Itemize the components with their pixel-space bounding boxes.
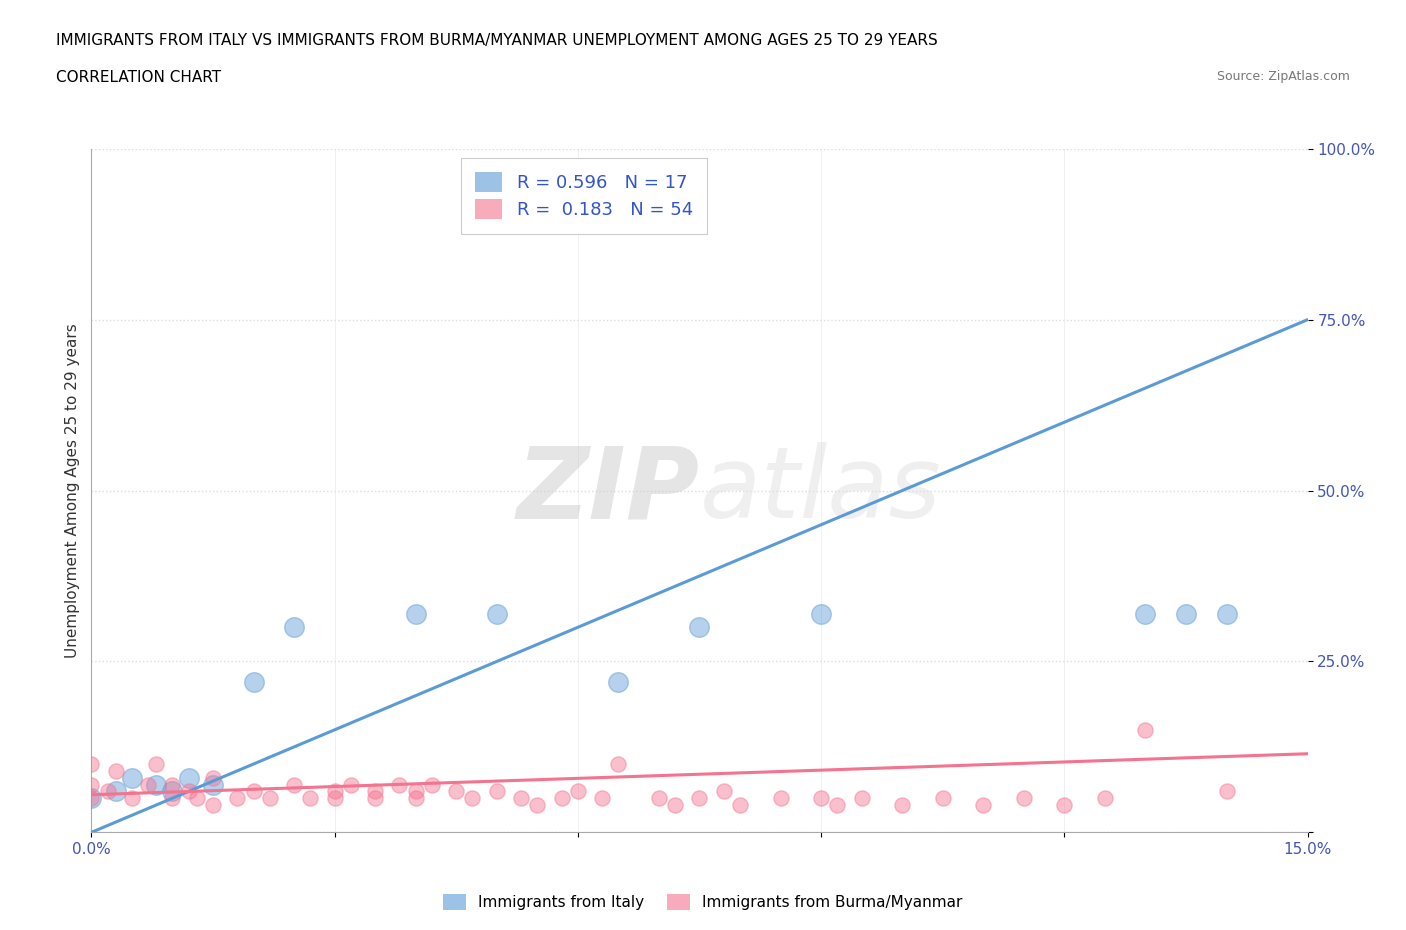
Point [364, 790, 387, 805]
Point [104, 764, 127, 778]
Point [177, 784, 200, 799]
Point [648, 790, 671, 805]
Point [664, 798, 686, 813]
Point [1215, 606, 1237, 621]
Point [567, 784, 589, 799]
Point [810, 606, 832, 621]
Legend: R = 0.596   N = 17, R =  0.183   N = 54: R = 0.596 N = 17, R = 0.183 N = 54 [461, 158, 707, 233]
Point [891, 798, 914, 813]
Point [1215, 784, 1237, 799]
Point [177, 770, 200, 785]
Point [1175, 606, 1198, 621]
Point [1135, 606, 1157, 621]
Point [461, 790, 484, 805]
Point [444, 784, 467, 799]
Point [121, 790, 143, 805]
Y-axis label: Unemployment Among Ages 25 to 29 years: Unemployment Among Ages 25 to 29 years [65, 324, 80, 658]
Point [202, 770, 225, 785]
Point [364, 784, 387, 799]
Point [340, 777, 363, 792]
Point [283, 620, 305, 635]
Point [591, 790, 613, 805]
Point [485, 606, 508, 621]
Point [136, 777, 159, 792]
Legend: Immigrants from Italy, Immigrants from Burma/Myanmar: Immigrants from Italy, Immigrants from B… [436, 886, 970, 918]
Point [299, 790, 322, 805]
Point [104, 784, 127, 799]
Point [323, 784, 346, 799]
Point [688, 790, 710, 805]
Point [827, 798, 849, 813]
Point [851, 790, 873, 805]
Point [420, 777, 443, 792]
Point [202, 777, 225, 792]
Point [1135, 723, 1157, 737]
Point [97, 784, 120, 799]
Point [713, 784, 735, 799]
Point [607, 757, 630, 772]
Point [80, 777, 103, 792]
Point [728, 798, 751, 813]
Point [769, 790, 792, 805]
Text: IMMIGRANTS FROM ITALY VS IMMIGRANTS FROM BURMA/MYANMAR UNEMPLOYMENT AMONG AGES 2: IMMIGRANTS FROM ITALY VS IMMIGRANTS FROM… [56, 33, 938, 47]
Point [1053, 798, 1076, 813]
Point [323, 790, 346, 805]
Point [259, 790, 281, 805]
Point [485, 784, 508, 799]
Point [80, 790, 103, 805]
Point [931, 790, 953, 805]
Point [242, 674, 264, 689]
Point [1094, 790, 1116, 805]
Point [162, 777, 184, 792]
Point [145, 777, 167, 792]
Point [283, 777, 305, 792]
Point [607, 674, 630, 689]
Point [405, 784, 427, 799]
Point [1012, 790, 1035, 805]
Point [405, 606, 427, 621]
Point [972, 798, 994, 813]
Text: atlas: atlas [699, 442, 941, 539]
Text: ZIP: ZIP [516, 442, 699, 539]
Point [202, 798, 225, 813]
Point [688, 620, 710, 635]
Point [80, 790, 103, 805]
Text: CORRELATION CHART: CORRELATION CHART [56, 70, 221, 85]
Point [550, 790, 572, 805]
Point [186, 790, 208, 805]
Point [510, 790, 533, 805]
Text: Source: ZipAtlas.com: Source: ZipAtlas.com [1216, 70, 1350, 83]
Point [145, 757, 167, 772]
Point [121, 770, 143, 785]
Point [388, 777, 411, 792]
Point [526, 798, 548, 813]
Point [242, 784, 264, 799]
Point [162, 790, 184, 805]
Point [226, 790, 249, 805]
Point [162, 784, 184, 799]
Point [810, 790, 832, 805]
Point [405, 790, 427, 805]
Point [80, 757, 103, 772]
